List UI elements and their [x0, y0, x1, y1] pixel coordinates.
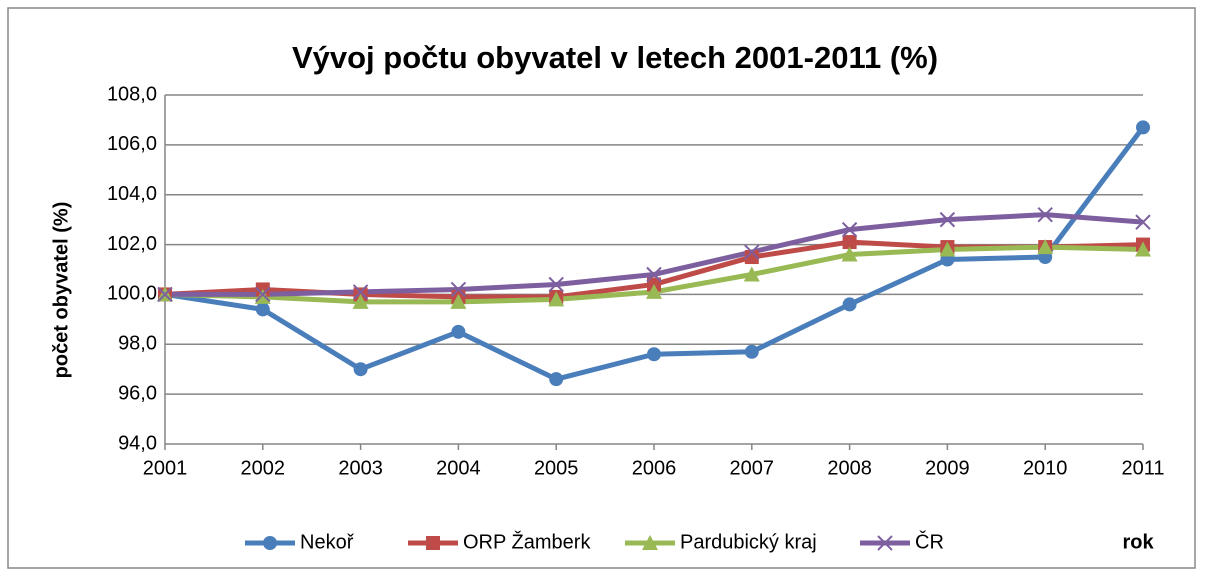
data-point: [352, 284, 369, 300]
y-tick-label: 100,0: [107, 283, 157, 305]
y-tick-label: 106,0: [107, 133, 157, 155]
x-tick-label: 2007: [730, 457, 775, 479]
data-point: [842, 235, 857, 250]
legend-marker: [426, 536, 440, 550]
data-point: [255, 286, 271, 303]
y-axis-label: počet obyvatel (%): [50, 202, 72, 379]
chart-frame: [7, 7, 1196, 569]
x-tick-label: 2009: [925, 457, 970, 479]
data-point: [1037, 206, 1053, 223]
data-point: [548, 276, 564, 293]
data-point: [842, 297, 857, 312]
legend-label: ORP Žamberk: [463, 530, 591, 553]
legend-marker: [642, 535, 658, 550]
data-point: [646, 283, 662, 299]
data-point: [939, 241, 956, 257]
data-point: [352, 293, 369, 309]
data-point: [744, 244, 760, 260]
x-axis-label: rok: [1122, 531, 1154, 553]
data-point: [548, 291, 565, 307]
data-point: [744, 250, 759, 265]
x-tick-label: 2005: [534, 457, 579, 479]
data-point: [841, 221, 858, 238]
y-tick-label: 94,0: [118, 432, 157, 454]
y-tick-label: 96,0: [118, 382, 157, 404]
x-tick-label: 2001: [143, 457, 188, 479]
data-point: [1135, 214, 1151, 230]
data-point: [1136, 120, 1150, 135]
data-point: [450, 281, 467, 298]
data-point: [1135, 241, 1151, 257]
x-tick-label: 2003: [338, 457, 383, 479]
y-tick-label: 102,0: [107, 233, 157, 255]
data-point: [647, 347, 661, 362]
data-point: [157, 286, 173, 303]
data-point: [744, 344, 759, 359]
y-tick-label: 104,0: [107, 183, 157, 205]
legend-label: ČR: [915, 530, 944, 553]
x-tick-label: 2002: [241, 457, 286, 479]
y-tick-label: 98,0: [118, 333, 157, 355]
data-point: [450, 293, 467, 309]
data-point: [255, 302, 270, 317]
x-tick-label: 2010: [1023, 457, 1068, 479]
data-point: [549, 372, 564, 387]
x-tick-label: 2011: [1121, 457, 1164, 479]
legend-marker: [263, 536, 277, 550]
data-point: [451, 324, 466, 339]
data-point: [353, 362, 368, 377]
data-point: [939, 211, 956, 228]
y-tick-label: 108,0: [107, 83, 157, 105]
chart-title: Vývoj počtu obyvatel v letech 2001-2011 …: [292, 40, 938, 75]
data-point: [841, 246, 858, 262]
legend-label: Nekoř: [300, 531, 355, 553]
legend-marker: [877, 535, 893, 551]
data-point: [254, 288, 271, 304]
x-tick-label: 2008: [827, 457, 872, 479]
data-point: [743, 266, 760, 282]
data-point: [646, 266, 662, 283]
data-point: [1037, 239, 1054, 255]
legend-label: Pardubický kraj: [680, 531, 817, 553]
x-tick-label: 2004: [436, 457, 481, 479]
x-tick-label: 2006: [632, 457, 677, 479]
